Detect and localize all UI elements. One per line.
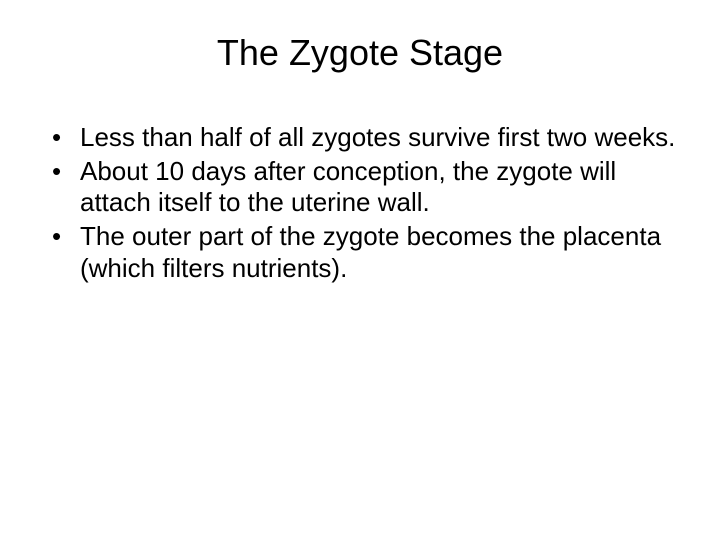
bullet-list: Less than half of all zygotes survive fi… [40, 122, 680, 285]
slide-title: The Zygote Stage [40, 32, 680, 74]
bullet-item: Less than half of all zygotes survive fi… [52, 122, 680, 154]
bullet-item: About 10 days after conception, the zygo… [52, 156, 680, 219]
slide-container: The Zygote Stage Less than half of all z… [0, 0, 720, 540]
bullet-item: The outer part of the zygote becomes the… [52, 221, 680, 284]
